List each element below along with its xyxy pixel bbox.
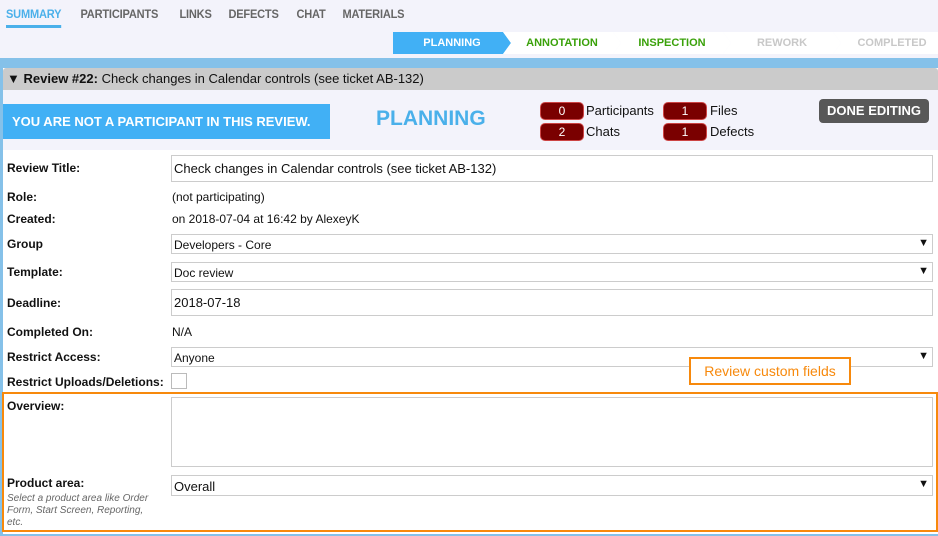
step-annotation: ANNOTATION bbox=[503, 32, 621, 54]
product-area-hint: Select a product area like Order Form, S… bbox=[7, 493, 149, 528]
review-header-title: Check changes in Calendar controls (see … bbox=[101, 71, 424, 86]
restrict-uploads-label: Restrict Uploads/Deletions: bbox=[7, 375, 164, 389]
dropdown-arrow-icon: ▼ bbox=[918, 478, 929, 490]
phase-steps: PLANNING ANNOTATION INSPECTION REWORK CO… bbox=[393, 32, 938, 54]
step-inspection: INSPECTION bbox=[613, 32, 731, 54]
phase-label: PLANNING bbox=[376, 107, 486, 130]
completed-value: N/A bbox=[172, 325, 193, 339]
product-area-value: Overall bbox=[174, 479, 216, 494]
tab-chat[interactable]: CHAT bbox=[296, 7, 326, 21]
group-value: Developers - Core bbox=[174, 238, 272, 252]
review-title-input[interactable]: Check changes in Calendar controls (see … bbox=[171, 155, 933, 182]
overview-label: Overview: bbox=[7, 399, 65, 413]
participants-count[interactable]: 0 bbox=[541, 103, 583, 119]
custom-fields-highlight bbox=[2, 392, 938, 532]
tab-bar: SUMMARY PARTICIPANTS LINKS DEFECTS CHAT … bbox=[0, 0, 417, 30]
defects-count[interactable]: 1 bbox=[664, 124, 706, 140]
template-select[interactable]: Doc review ▼ bbox=[171, 262, 933, 282]
restrict-uploads-checkbox[interactable] bbox=[171, 373, 187, 389]
product-area-label: Product area: bbox=[7, 476, 85, 490]
defects-label: Defects bbox=[710, 124, 755, 139]
completed-label: Completed On: bbox=[7, 325, 93, 339]
review-header[interactable]: ▼ Review #22: Check changes in Calendar … bbox=[3, 68, 938, 90]
files-label: Files bbox=[710, 103, 738, 118]
template-value: Doc review bbox=[174, 266, 234, 280]
chats-count[interactable]: 2 bbox=[541, 124, 583, 140]
chats-label: Chats bbox=[586, 124, 620, 139]
step-rework: REWORK bbox=[723, 32, 841, 54]
restrict-access-label: Restrict Access: bbox=[7, 350, 101, 364]
tab-links[interactable]: LINKS bbox=[179, 7, 212, 21]
overview-textarea[interactable] bbox=[171, 397, 933, 467]
tab-participants[interactable]: PARTICIPANTS bbox=[80, 7, 159, 21]
not-participant-notice: YOU ARE NOT A PARTICIPANT IN THIS REVIEW… bbox=[3, 104, 330, 139]
step-completed: COMPLETED bbox=[833, 32, 938, 54]
dropdown-arrow-icon: ▼ bbox=[918, 237, 929, 249]
review-number: Review #22: bbox=[23, 71, 98, 86]
tab-summary[interactable]: SUMMARY bbox=[6, 0, 62, 28]
group-select[interactable]: Developers - Core ▼ bbox=[171, 234, 933, 254]
template-label: Template: bbox=[7, 265, 63, 279]
restrict-access-value: Anyone bbox=[174, 351, 215, 365]
created-value: on 2018-07-04 at 16:42 by AlexeyK bbox=[172, 212, 360, 226]
custom-fields-callout: Review custom fields bbox=[689, 357, 851, 385]
role-label: Role: bbox=[7, 190, 37, 204]
review-title-label: Review Title: bbox=[7, 161, 81, 175]
done-editing-button[interactable]: DONE EDITING bbox=[819, 99, 929, 123]
created-label: Created: bbox=[7, 212, 56, 226]
dropdown-arrow-icon: ▼ bbox=[918, 350, 929, 362]
tab-materials[interactable]: MATERIALS bbox=[342, 7, 405, 21]
tab-defects[interactable]: DEFECTS bbox=[228, 7, 279, 21]
files-count[interactable]: 1 bbox=[664, 103, 706, 119]
group-label: Group bbox=[7, 237, 43, 251]
dropdown-arrow-icon: ▼ bbox=[918, 265, 929, 277]
participants-label: Participants bbox=[586, 103, 654, 118]
collapse-triangle-icon[interactable]: ▼ bbox=[7, 71, 20, 86]
step-planning: PLANNING bbox=[393, 32, 511, 54]
product-area-select[interactable]: Overall ▼ bbox=[171, 475, 933, 496]
deadline-label: Deadline: bbox=[7, 296, 62, 310]
deadline-input[interactable]: 2018-07-18 bbox=[171, 289, 933, 316]
role-value: (not participating) bbox=[172, 190, 265, 204]
